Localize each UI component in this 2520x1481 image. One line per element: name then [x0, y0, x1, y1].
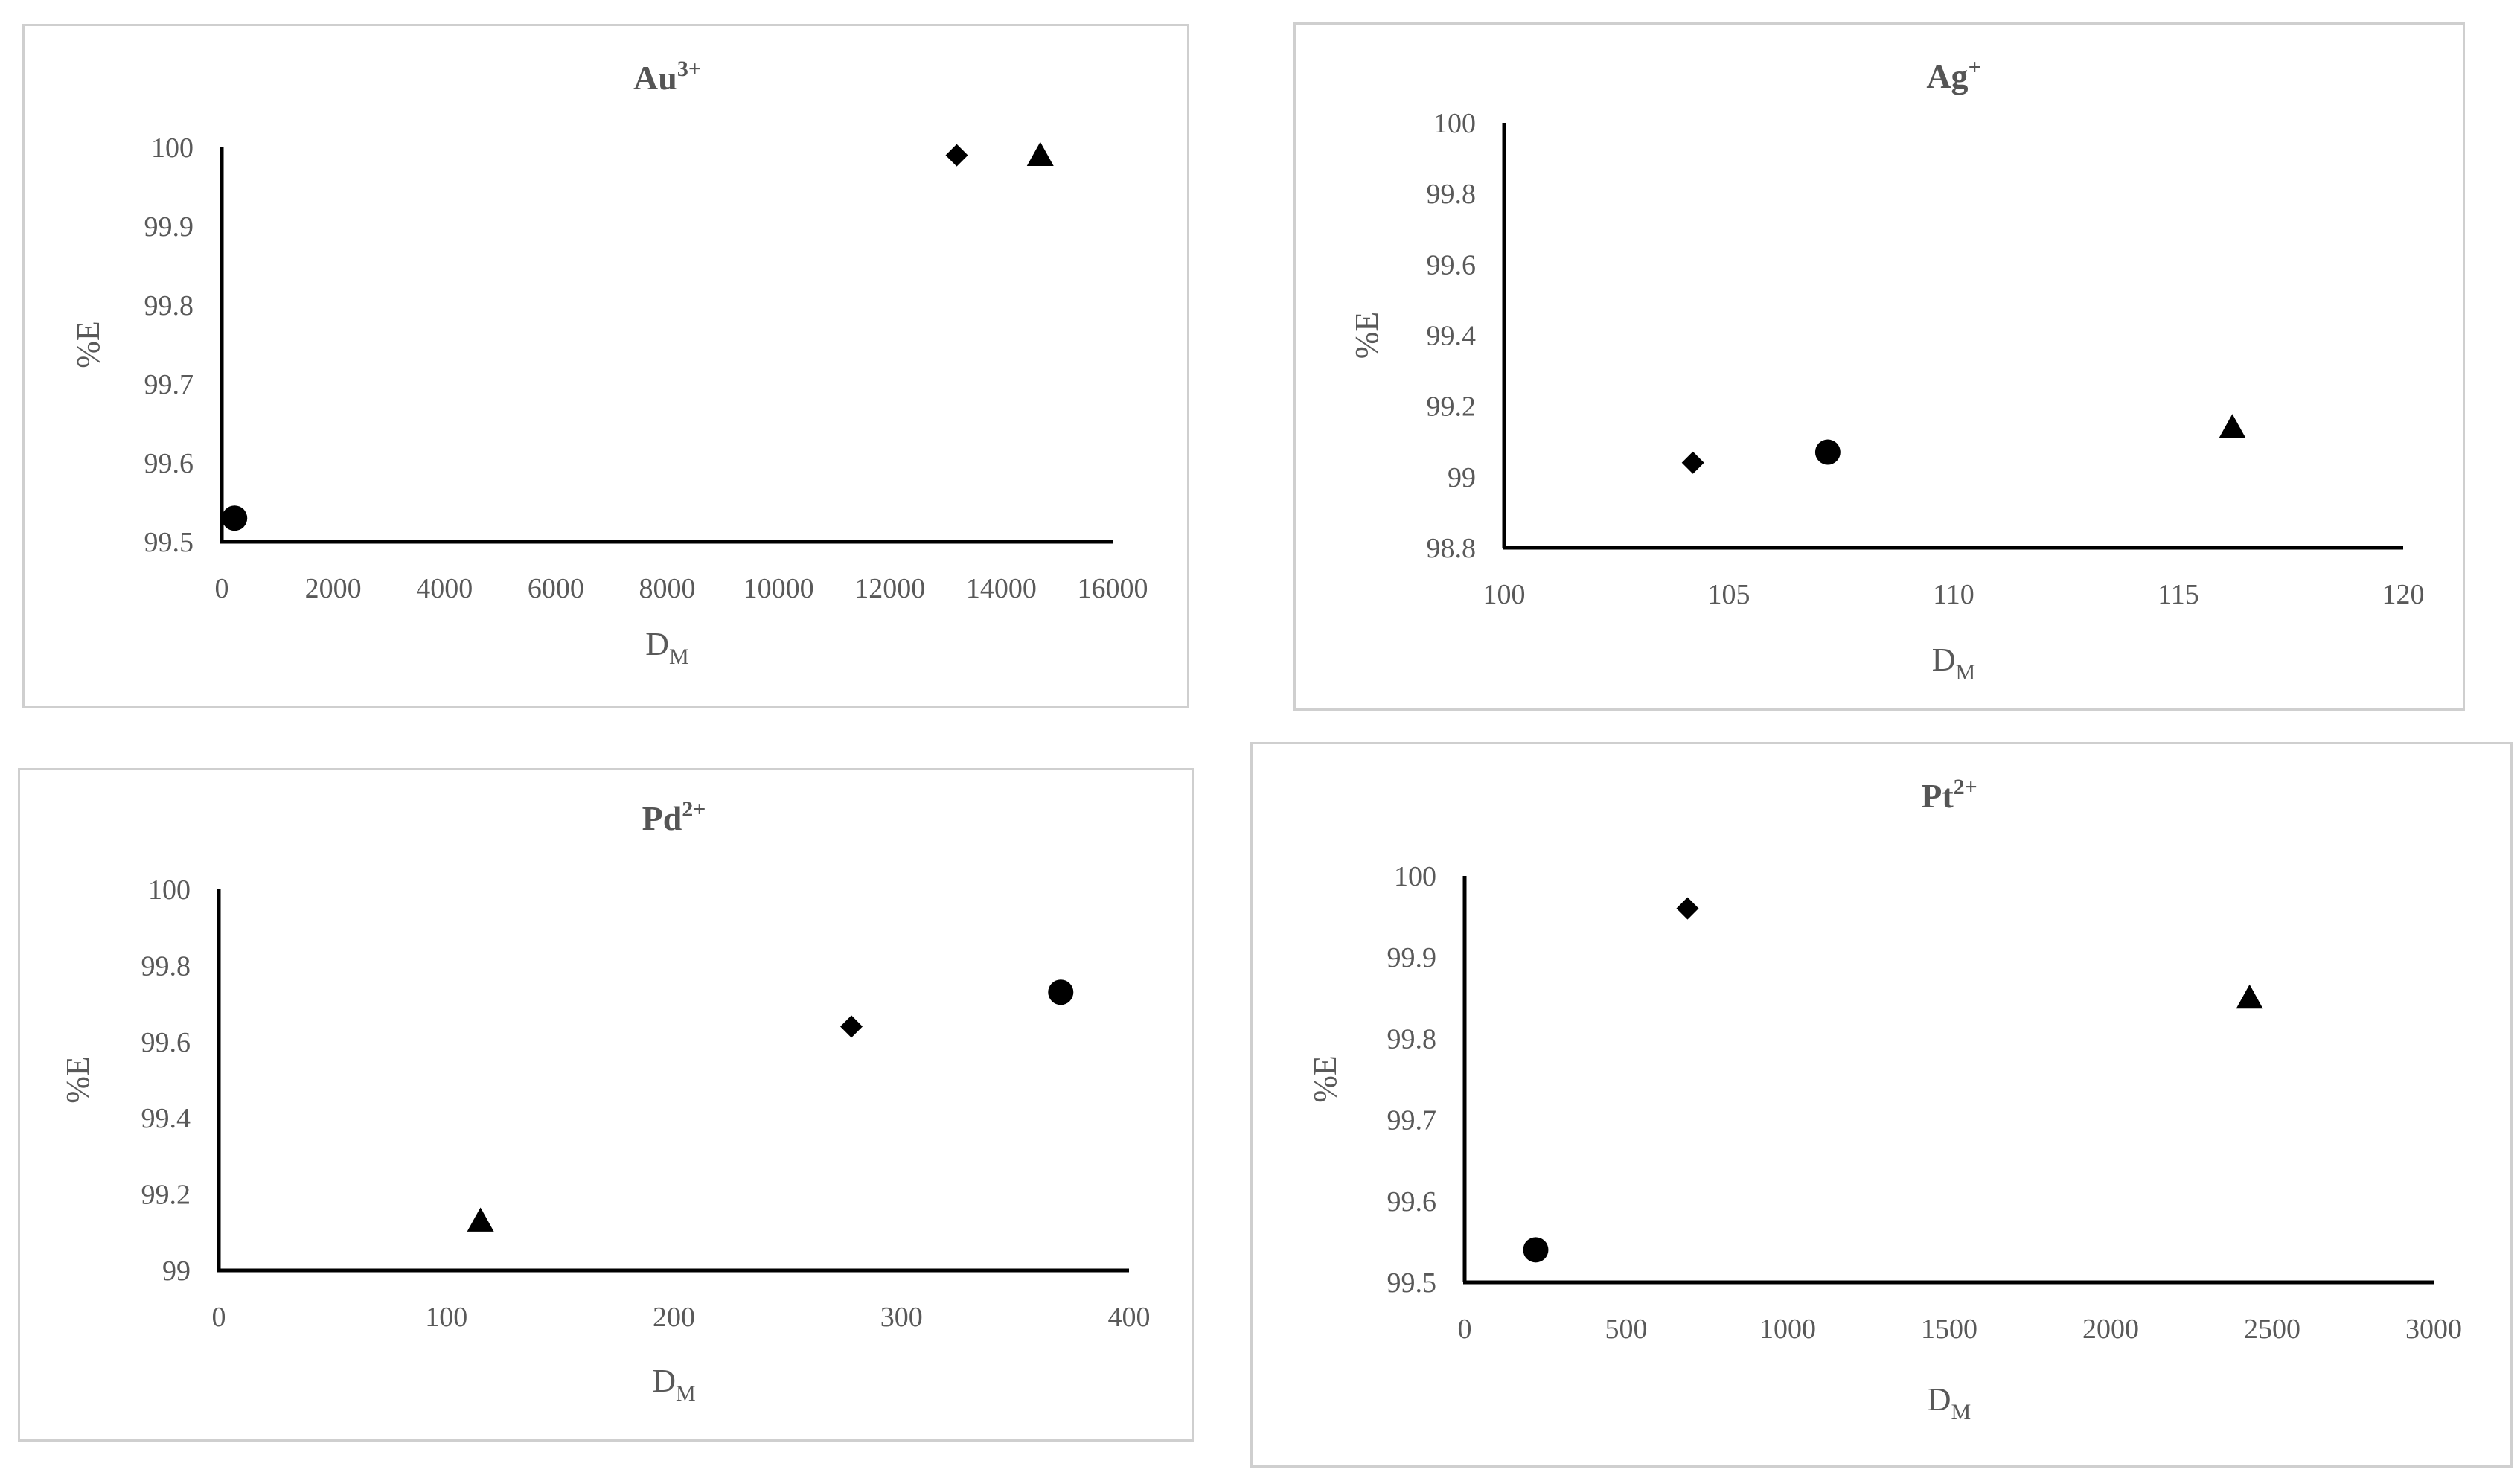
au-y-tick-label-5: 100 — [151, 132, 194, 164]
au-x-tick-label-1: 2000 — [305, 573, 362, 604]
chart-ag-svg: Ag+100 105 110 115 12098.89999.299.499.699.8… — [1349, 55, 2425, 685]
pd-point-circle — [1048, 979, 1074, 1005]
au-y-tick-label-2: 99.7 — [144, 369, 194, 400]
pt-x-tick-label-0: 0 — [1458, 1314, 1472, 1345]
pt-chart-title-base: Pt — [1921, 777, 1954, 815]
pt-y-axis-label: %E — [1307, 1055, 1343, 1103]
pd-y-axis-label: %E — [60, 1056, 96, 1104]
au-chart-title: Au3+ — [633, 57, 701, 97]
ag-x-tick-label-0: 100 — [1483, 579, 1526, 610]
pt-point-circle — [1523, 1237, 1549, 1263]
au-y-tick-label-1: 99.6 — [144, 448, 194, 479]
ag-point-circle — [1814, 439, 1841, 465]
pt-x-tick-label-6: 3000 — [2405, 1314, 2462, 1345]
ag-chart-title-sup: + — [1969, 55, 1981, 80]
pd-chart-title: Pd2+ — [642, 797, 706, 837]
pt-point-triangle — [2236, 984, 2263, 1009]
pt-chart-title-sup: 2+ — [1954, 775, 1977, 799]
pt-point-diamond — [1676, 897, 1699, 920]
ag-y-tick-label-6: 100 — [1433, 108, 1476, 139]
ag-y-tick-label-4: 99.6 — [1427, 249, 1477, 281]
au-chart-title-base: Au — [633, 59, 677, 97]
pd-point-diamond — [840, 1015, 863, 1038]
au-y-tick-label-4: 99.9 — [144, 211, 194, 243]
pt-x-tick-label-2: 1000 — [1759, 1314, 1816, 1345]
pd-y-tick-label-3: 99.6 — [141, 1027, 191, 1058]
pd-y-tick-label-1: 99.2 — [141, 1180, 191, 1211]
pd-x-axis-label-sub: M — [676, 1381, 696, 1406]
ag-y-tick-label-3: 99.4 — [1427, 321, 1477, 352]
au-point-triangle — [1026, 141, 1054, 166]
pd-chart-title-base: Pd — [642, 799, 682, 837]
au-x-tick-label-0: 0 — [215, 573, 229, 604]
ag-x-tick-label-4: 120 — [2382, 579, 2425, 610]
au-x-axis-label-base: D — [645, 626, 669, 662]
chart-panel-ag: Ag+ 100 105 110 115 120 98.8 99 99.2 99.4 99.6 99.8… — [1293, 22, 2465, 711]
pt-chart-title: Pt2+ — [1921, 775, 1977, 815]
chart-panel-au: Au3+ 0 2000 4000 6000 8000 10000 12000 14000 1600… — [22, 24, 1189, 708]
ag-chart-title: Ag+ — [1926, 55, 1980, 95]
pd-chart-title-sup: 2+ — [682, 797, 706, 822]
pd-x-tick-label-0: 0 — [212, 1302, 226, 1333]
ag-x-axis-label-base: D — [1932, 642, 1956, 678]
pt-y-tick-label-4: 99.9 — [1387, 942, 1437, 973]
pd-y-tick-label-0: 99 — [162, 1256, 191, 1287]
au-x-tick-label-3: 6000 — [528, 573, 584, 604]
pd-x-tick-label-1: 100 — [425, 1302, 467, 1333]
chart-panel-pd: Pd2+ 0 100 200 300 400 99 99.2 99.4 99.6 99.8 100 DM… — [18, 768, 1194, 1442]
au-y-tick-label-3: 99.8 — [144, 290, 194, 322]
pt-x-tick-label-1: 500 — [1605, 1314, 1648, 1345]
pd-y-tick-label-2: 99.4 — [141, 1103, 191, 1134]
pd-x-tick-label-2: 200 — [653, 1302, 695, 1333]
pt-x-tick-label-5: 2500 — [2244, 1314, 2300, 1345]
pt-x-tick-label-3: 1500 — [1921, 1314, 1977, 1345]
au-x-tick-label-5: 10000 — [743, 573, 814, 604]
ag-point-triangle — [2219, 414, 2246, 438]
ag-x-axis-label: DM — [1932, 642, 1975, 685]
ag-y-tick-label-0: 98.8 — [1427, 533, 1477, 564]
pt-y-tick-label-5: 100 — [1394, 861, 1436, 892]
pd-x-tick-label-4: 400 — [1108, 1302, 1151, 1333]
chart-panel-pt: Pt2+ 0 500 1000 1500 2000 2500 3000 99.5 99.6 99.7… — [1250, 742, 2513, 1468]
au-x-tick-label-7: 14000 — [966, 573, 1037, 604]
au-chart-title-sup: 3+ — [677, 57, 701, 81]
pt-y-tick-label-1: 99.6 — [1387, 1186, 1437, 1218]
chart-pt-svg: Pt2+ 0 500 1000 1500 2000 2500 3000 99.5 99.6 99.7… — [1307, 775, 2462, 1424]
chart-au-svg: Au3+ 0 2000 4000 6000 8000 10000 12000 14000 1600… — [70, 57, 1148, 669]
ag-y-tick-label-1: 99 — [1448, 462, 1476, 493]
au-x-axis-label: DM — [645, 626, 688, 669]
pd-y-tick-label-4: 99.8 — [141, 950, 191, 982]
pd-x-axis-label: DM — [652, 1363, 695, 1406]
ag-y-axis-label: %E — [1349, 312, 1385, 359]
ag-x-tick-label-1: 105 — [1708, 579, 1750, 610]
ag-y-tick-label-5: 99.8 — [1427, 179, 1477, 210]
ag-chart-title-base: Ag — [1926, 57, 1968, 95]
au-y-tick-label-0: 99.5 — [144, 527, 194, 558]
pd-x-axis-label-base: D — [652, 1363, 676, 1399]
ag-point-diamond — [1681, 451, 1704, 474]
chart-pd-svg: Pd2+ 0 100 200 300 400 99 99.2 99.4 99.6 99.8 100 DM… — [60, 797, 1151, 1406]
au-x-tick-label-2: 4000 — [416, 573, 473, 604]
pt-y-tick-label-3: 99.8 — [1387, 1023, 1437, 1055]
ag-x-tick-label-3: 115 — [2158, 579, 2199, 610]
au-point-circle — [222, 505, 248, 531]
pt-x-axis-label-sub: M — [1951, 1400, 1971, 1424]
pd-y-tick-label-5: 100 — [148, 874, 191, 906]
pd-point-triangle — [467, 1207, 494, 1232]
au-y-axis-label: %E — [70, 321, 106, 368]
pt-x-axis-label: DM — [1928, 1381, 1971, 1424]
pt-x-tick-label-4: 2000 — [2082, 1314, 2139, 1345]
ag-y-tick-label-2: 99.2 — [1427, 391, 1477, 423]
au-point-diamond — [945, 144, 968, 167]
pt-y-tick-label-0: 99.5 — [1387, 1267, 1437, 1299]
au-x-tick-label-8: 16000 — [1078, 573, 1148, 604]
pt-y-tick-label-2: 99.7 — [1387, 1105, 1437, 1136]
ag-x-axis-label-sub: M — [1956, 660, 1976, 685]
ag-x-tick-label-2: 110 — [1933, 579, 1974, 610]
pt-x-axis-label-base: D — [1928, 1381, 1951, 1418]
au-x-tick-label-6: 12000 — [854, 573, 925, 604]
au-x-axis-label-sub: M — [669, 644, 689, 669]
au-x-tick-label-4: 8000 — [639, 573, 696, 604]
pd-x-tick-label-3: 300 — [880, 1302, 923, 1333]
